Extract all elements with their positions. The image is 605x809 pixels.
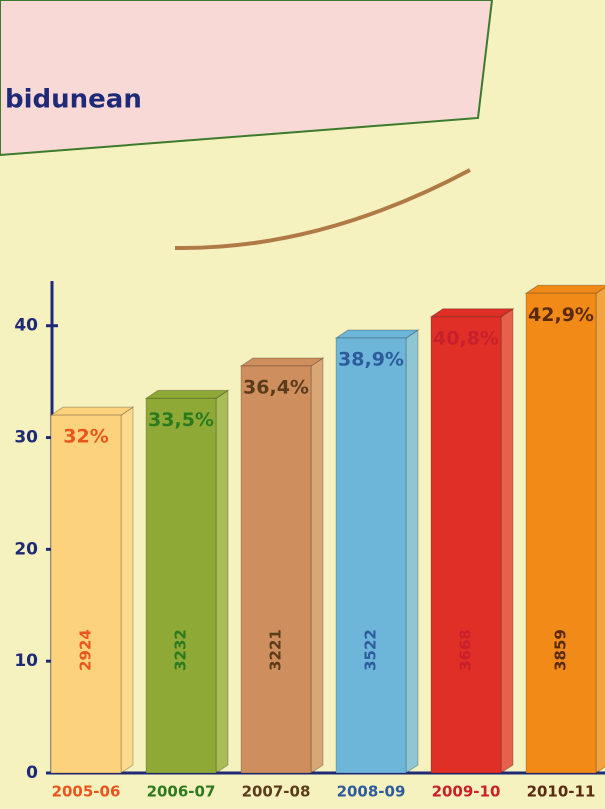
- y-tick-label: 30: [14, 428, 38, 448]
- value-label: 42,9%: [528, 304, 594, 326]
- bar-top: [241, 358, 323, 366]
- bar-side: [596, 285, 605, 773]
- bar-top: [526, 285, 605, 293]
- value-label: 33,5%: [148, 409, 214, 431]
- chart: bidunean 0 10 20 30 40 32% 2924 2005-06 33,5% 323…: [0, 0, 605, 805]
- y-tick-label: 10: [14, 651, 38, 671]
- y-tick-label: 40: [14, 316, 38, 336]
- page: bidunean 0 10 20 30 40 32% 2924 2005-06 33,5% 323…: [0, 0, 605, 809]
- x-tick-label: 2008-09: [337, 783, 406, 801]
- bar-side: [311, 358, 323, 773]
- bar: [51, 415, 121, 773]
- count-label: 2924: [77, 629, 95, 671]
- bar-side: [216, 390, 228, 773]
- count-label: 3522: [362, 629, 380, 671]
- bar: [146, 398, 216, 773]
- y-tick-label: 0: [26, 763, 38, 783]
- count-label: 3668: [457, 629, 475, 671]
- bar-top: [336, 330, 418, 338]
- bar: [241, 366, 311, 773]
- bar: [431, 317, 501, 773]
- count-label: 3232: [172, 629, 190, 671]
- x-tick-label: 2006-07: [147, 783, 216, 801]
- bar: [336, 338, 406, 773]
- x-tick-label: 2005-06: [52, 783, 121, 801]
- bar-top: [146, 390, 228, 398]
- x-tick-label: 2007-08: [242, 783, 311, 801]
- x-tick-label: 2009-10: [432, 783, 501, 801]
- bar-top: [431, 309, 513, 317]
- count-label: 3859: [552, 629, 570, 671]
- x-tick-label: 2010-11: [527, 783, 596, 801]
- value-label: 40,8%: [433, 327, 499, 349]
- bar-side: [406, 330, 418, 773]
- count-label: 3221: [267, 629, 285, 671]
- y-tick-label: 20: [14, 539, 38, 559]
- value-label: 36,4%: [243, 376, 309, 398]
- bar: [526, 293, 596, 773]
- value-label: 32%: [63, 426, 108, 448]
- value-label: 38,9%: [338, 349, 404, 371]
- bar-top: [51, 407, 133, 415]
- bar-side: [501, 309, 513, 773]
- chart-title: bidunean: [5, 85, 142, 115]
- bar-side: [121, 407, 133, 773]
